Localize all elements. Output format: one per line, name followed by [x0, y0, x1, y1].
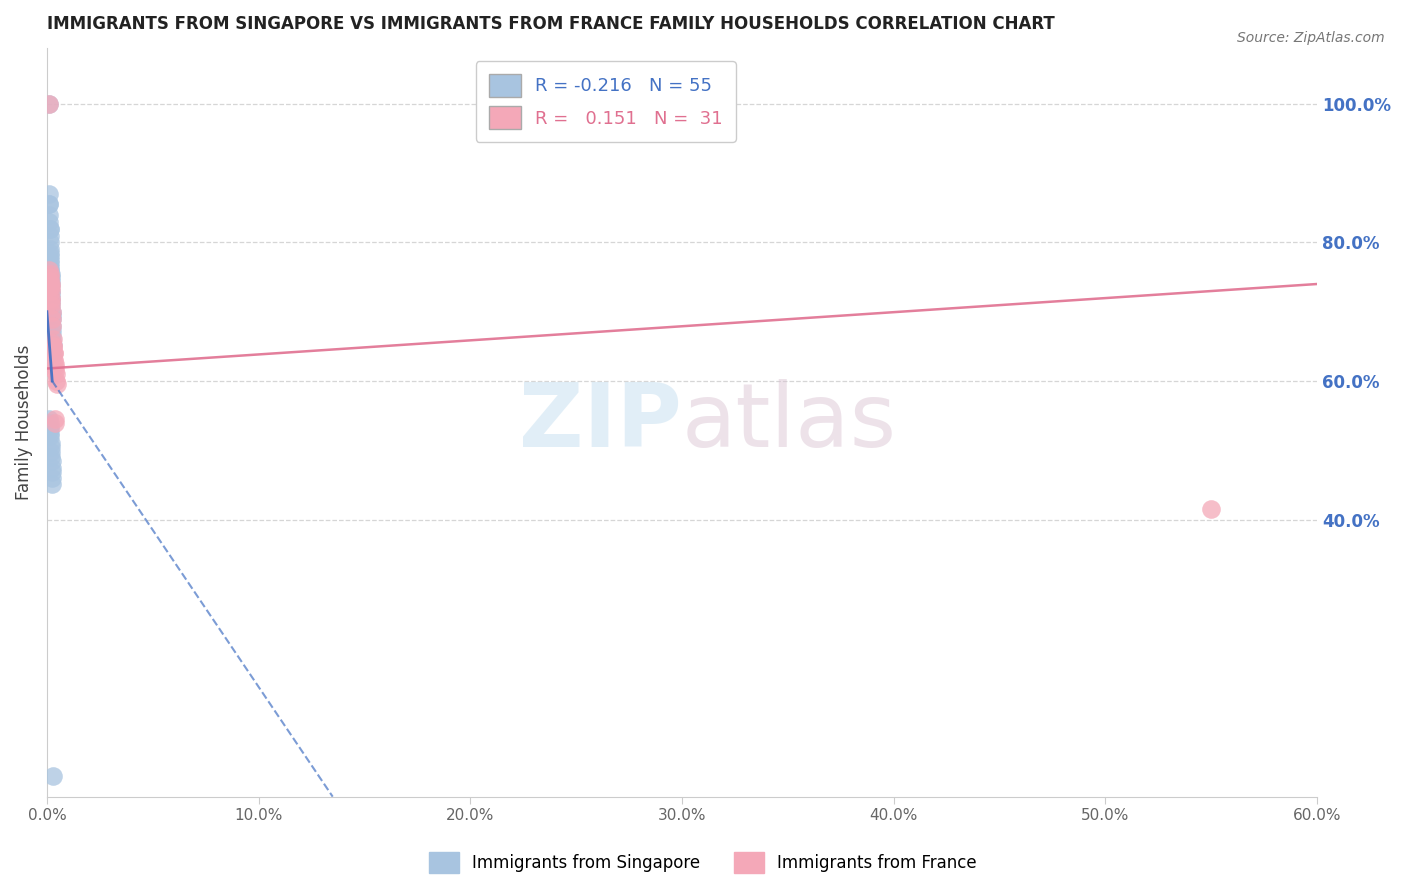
Legend: R = -0.216   N = 55, R =   0.151   N =  31: R = -0.216 N = 55, R = 0.151 N = 31	[475, 62, 735, 142]
Text: ZIP: ZIP	[519, 379, 682, 466]
Point	[41, 311, 63, 326]
Point	[39, 422, 62, 436]
Point	[39, 277, 62, 291]
Point	[39, 291, 62, 305]
Point	[38, 263, 60, 277]
Point	[39, 263, 62, 277]
Point	[39, 429, 62, 443]
Point	[39, 444, 62, 458]
Point	[41, 298, 63, 312]
Point	[41, 329, 63, 343]
Point	[44, 412, 66, 426]
Point	[38, 416, 60, 430]
Point	[39, 284, 62, 298]
Text: Source: ZipAtlas.com: Source: ZipAtlas.com	[1237, 31, 1385, 45]
Point	[42, 353, 65, 368]
Point	[38, 221, 60, 235]
Point	[39, 294, 62, 309]
Point	[45, 377, 67, 392]
Point	[39, 267, 62, 281]
Point	[41, 318, 63, 333]
Point	[38, 284, 60, 298]
Point	[39, 270, 62, 285]
Point	[41, 304, 63, 318]
Point	[39, 243, 62, 257]
Point	[38, 235, 60, 250]
Point	[41, 450, 63, 465]
Point	[39, 274, 62, 288]
Point	[41, 476, 63, 491]
Point	[42, 346, 65, 360]
Point	[39, 287, 62, 301]
Point	[39, 260, 62, 274]
Point	[39, 280, 62, 294]
Point	[38, 412, 60, 426]
Point	[39, 425, 62, 440]
Point	[39, 270, 62, 285]
Point	[38, 208, 60, 222]
Point	[38, 280, 60, 294]
Point	[39, 245, 62, 260]
Point	[39, 249, 62, 263]
Point	[41, 311, 63, 326]
Point	[38, 214, 60, 228]
Point	[42, 346, 65, 360]
Point	[38, 277, 60, 291]
Point	[38, 96, 60, 111]
Point	[39, 278, 62, 293]
Point	[42, 769, 65, 783]
Point	[39, 440, 62, 454]
Point	[41, 453, 63, 467]
Point	[38, 96, 60, 111]
Point	[42, 339, 65, 353]
Point	[39, 284, 62, 298]
Point	[41, 338, 63, 352]
Point	[42, 333, 65, 347]
Point	[39, 252, 62, 267]
Point	[38, 228, 60, 243]
Point	[39, 436, 62, 450]
Point	[44, 357, 66, 371]
Point	[1201, 502, 1223, 516]
Point	[38, 197, 60, 211]
Point	[44, 363, 66, 377]
Point	[41, 324, 63, 338]
Point	[41, 466, 63, 480]
Text: atlas: atlas	[682, 379, 897, 466]
Point	[41, 304, 63, 318]
Point	[41, 298, 63, 312]
Point	[41, 460, 63, 475]
Point	[45, 367, 67, 381]
Point	[39, 280, 62, 294]
Point	[41, 308, 63, 322]
Point	[41, 335, 63, 350]
Point	[39, 274, 62, 288]
Point	[41, 471, 63, 485]
Point	[38, 221, 60, 235]
Point	[38, 267, 60, 281]
Point	[44, 360, 66, 375]
Point	[39, 291, 62, 305]
Point	[38, 287, 60, 301]
Point	[41, 294, 63, 309]
Point	[42, 346, 65, 360]
Point	[44, 416, 66, 430]
Point	[45, 374, 67, 388]
Point	[39, 256, 62, 270]
Point	[42, 339, 65, 353]
Text: IMMIGRANTS FROM SINGAPORE VS IMMIGRANTS FROM FRANCE FAMILY HOUSEHOLDS CORRELATIO: IMMIGRANTS FROM SINGAPORE VS IMMIGRANTS …	[46, 15, 1054, 33]
Legend: Immigrants from Singapore, Immigrants from France: Immigrants from Singapore, Immigrants fr…	[422, 846, 984, 880]
Point	[38, 197, 60, 211]
Point	[41, 334, 63, 348]
Point	[38, 186, 60, 201]
Point	[41, 318, 63, 333]
Y-axis label: Family Households: Family Households	[15, 345, 32, 500]
Point	[38, 419, 60, 434]
